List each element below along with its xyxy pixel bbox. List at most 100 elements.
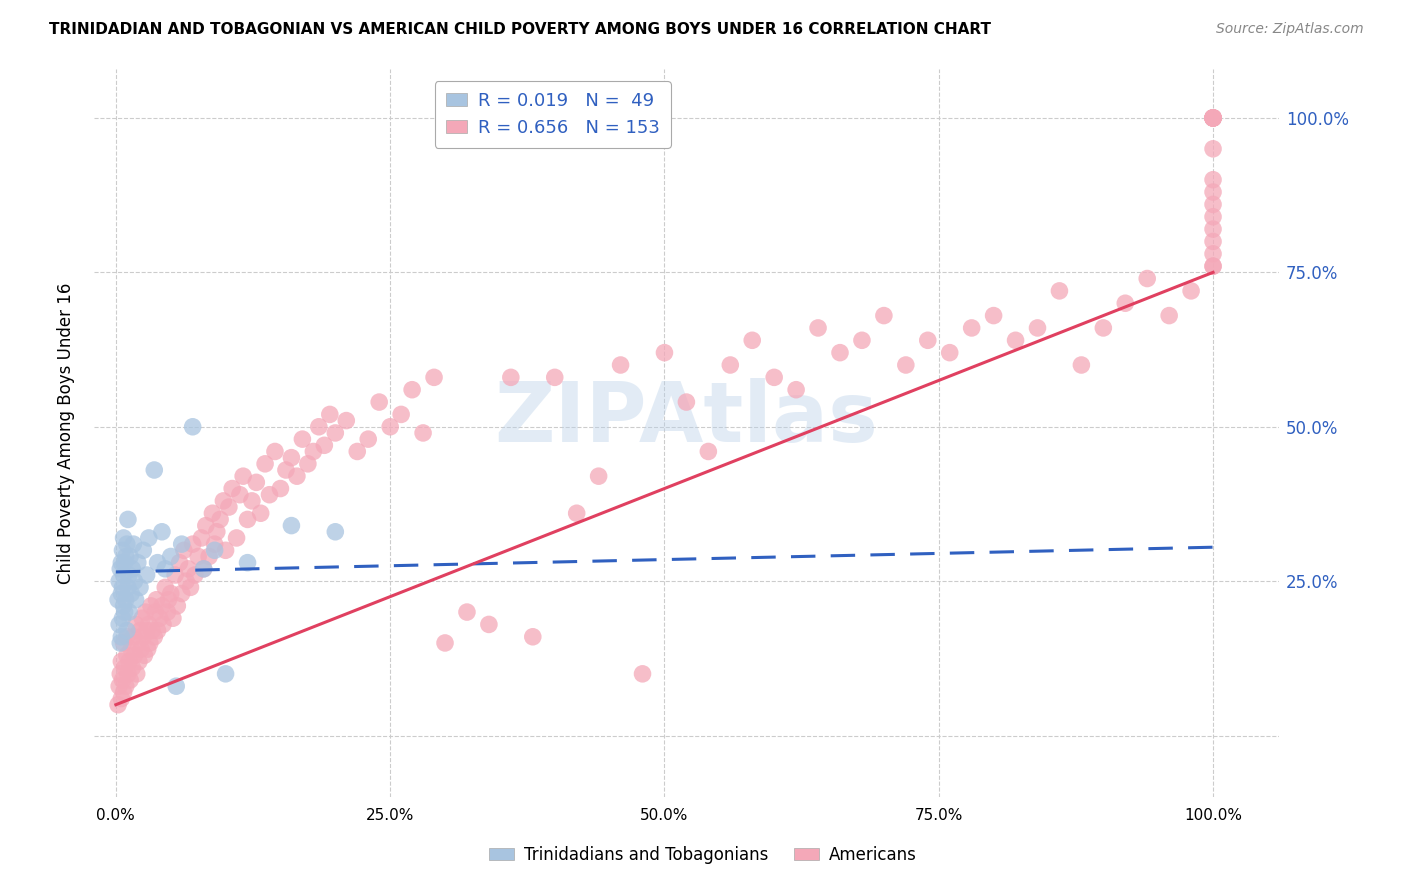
Point	[1202, 235, 1225, 249]
Point	[938, 345, 960, 359]
Point	[120, 673, 142, 687]
Point	[117, 512, 139, 526]
Point	[1202, 247, 1225, 261]
Point	[135, 624, 157, 638]
Point	[380, 419, 402, 434]
Point	[314, 438, 336, 452]
Point	[280, 450, 302, 465]
Point	[181, 537, 204, 551]
Point	[179, 580, 201, 594]
Point	[114, 556, 136, 570]
Point	[127, 556, 149, 570]
Point	[121, 660, 143, 674]
Point	[389, 408, 412, 422]
Point	[204, 537, 226, 551]
Point	[159, 549, 181, 564]
Point	[631, 666, 654, 681]
Point	[117, 580, 139, 594]
Point	[478, 617, 501, 632]
Point	[209, 512, 232, 526]
Point	[112, 685, 135, 699]
Point	[170, 537, 193, 551]
Point	[118, 655, 141, 669]
Point	[225, 531, 247, 545]
Point	[111, 611, 134, 625]
Point	[346, 444, 368, 458]
Point	[187, 549, 209, 564]
Point	[308, 419, 330, 434]
Point	[121, 562, 143, 576]
Point	[456, 605, 478, 619]
Point	[129, 624, 152, 638]
Point	[218, 500, 240, 514]
Point	[229, 488, 252, 502]
Point	[851, 333, 873, 347]
Point	[873, 309, 896, 323]
Point	[894, 358, 917, 372]
Point	[107, 698, 129, 712]
Point	[155, 580, 177, 594]
Point	[763, 370, 786, 384]
Point	[499, 370, 522, 384]
Point	[112, 636, 135, 650]
Point	[323, 425, 346, 440]
Point	[323, 524, 346, 539]
Point	[718, 358, 741, 372]
Point	[108, 574, 131, 589]
Point	[1202, 222, 1225, 236]
Point	[205, 524, 228, 539]
Point	[214, 666, 236, 681]
Point	[828, 345, 851, 359]
Point	[127, 636, 149, 650]
Point	[174, 574, 197, 589]
Point	[173, 543, 195, 558]
Point	[1202, 111, 1225, 125]
Point	[157, 592, 180, 607]
Point	[697, 444, 720, 458]
Point	[146, 556, 169, 570]
Point	[112, 531, 135, 545]
Point	[1092, 321, 1115, 335]
Point	[297, 457, 319, 471]
Point	[588, 469, 610, 483]
Point	[165, 568, 187, 582]
Point	[150, 599, 173, 613]
Point	[114, 592, 136, 607]
Point	[118, 568, 141, 582]
Point	[1202, 259, 1225, 273]
Point	[138, 617, 160, 632]
Point	[221, 482, 243, 496]
Point	[269, 482, 291, 496]
Point	[165, 679, 187, 693]
Point	[134, 648, 156, 663]
Point	[280, 518, 302, 533]
Point	[169, 556, 191, 570]
Point	[139, 636, 162, 650]
Point	[124, 574, 146, 589]
Point	[132, 543, 155, 558]
Point	[124, 648, 146, 663]
Point	[240, 494, 263, 508]
Point	[108, 617, 131, 632]
Point	[245, 475, 267, 490]
Point	[274, 463, 297, 477]
Point	[1202, 111, 1225, 125]
Y-axis label: Child Poverty Among Boys Under 16: Child Poverty Among Boys Under 16	[58, 282, 75, 583]
Point	[118, 605, 141, 619]
Point	[1070, 358, 1092, 372]
Point	[960, 321, 983, 335]
Point	[149, 611, 172, 625]
Point	[335, 414, 357, 428]
Point	[401, 383, 423, 397]
Point	[170, 586, 193, 600]
Point	[184, 568, 207, 582]
Point	[156, 605, 179, 619]
Point	[565, 506, 588, 520]
Point	[232, 469, 254, 483]
Point	[129, 642, 152, 657]
Point	[145, 605, 167, 619]
Point	[117, 666, 139, 681]
Point	[654, 345, 676, 359]
Point	[204, 543, 226, 558]
Point	[128, 655, 150, 669]
